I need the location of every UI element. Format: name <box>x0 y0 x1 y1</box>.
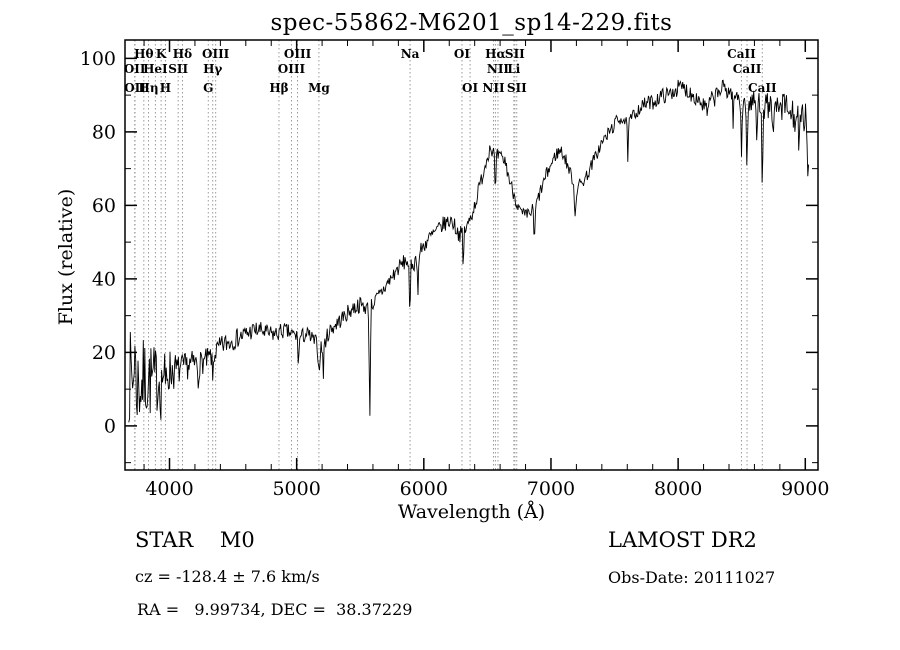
spectrum-line <box>128 79 810 423</box>
y-tick-label: 20 <box>92 342 116 364</box>
x-tick-label: 7000 <box>527 478 575 500</box>
spectral-line-label: SII <box>507 81 527 95</box>
spectral-line-label: SII <box>505 47 525 61</box>
spectral-line-label: OIII <box>278 62 306 76</box>
plot-title: spec-55862-M6201_sp14-229.fits <box>270 10 673 36</box>
spectral-line-label: Hη <box>138 81 158 95</box>
x-tick-label: 8000 <box>654 478 702 500</box>
x-tick-label: 6000 <box>400 478 448 500</box>
spectral-line-label: Mg <box>308 81 330 95</box>
spectral-line-label: OIII <box>202 47 230 61</box>
radial-velocity-text: cz = -128.4 ± 7.6 km/s <box>135 567 320 586</box>
spectral-line-label: CaII <box>748 81 777 95</box>
survey-text: LAMOST DR2 <box>608 528 757 552</box>
spectral-line-label: Hγ <box>203 62 222 76</box>
y-tick-label: 100 <box>80 48 116 70</box>
spectral-line-label: NII <box>487 62 510 76</box>
spectral-line-label: Li <box>507 62 520 76</box>
axes-box <box>124 39 819 471</box>
spectral-line-label: Hα <box>485 47 506 61</box>
spectral-line-label: Hθ <box>134 47 153 61</box>
spectral-line-label: Hβ <box>269 81 288 95</box>
y-tick-label: 0 <box>104 415 116 437</box>
spectral-line-label: NII <box>482 81 505 95</box>
spectral-line-label: K <box>156 47 167 61</box>
spectral-line-label: OII <box>124 81 146 95</box>
spectral-line-label: H <box>160 81 171 95</box>
spectral-line-label: Na <box>401 47 420 61</box>
y-tick-label: 80 <box>92 121 116 143</box>
y-axis-label: Flux (relative) <box>55 188 77 326</box>
spectral-line-label: OI <box>462 81 478 95</box>
spectral-line-label: HeI <box>143 62 168 76</box>
y-tick-label: 60 <box>92 195 116 217</box>
classification-text: STAR M0 <box>135 528 255 552</box>
spectral-line-label: CaII <box>727 47 756 61</box>
spectral-line-label: Hδ <box>173 47 192 61</box>
spectral-line-label: OII <box>124 62 146 76</box>
x-tick-label: 4000 <box>145 478 193 500</box>
x-tick-label: 5000 <box>272 478 320 500</box>
x-axis-label: Wavelength (Å) <box>397 501 546 523</box>
spectral-line-label: G <box>203 81 213 95</box>
obs-date-text: Obs-Date: 20111027 <box>608 568 776 587</box>
spectral-line-label: SII <box>168 62 188 76</box>
spectral-line-label: OIII <box>284 47 312 61</box>
spectral-line-label: CaII <box>733 62 762 76</box>
x-tick-label: 9000 <box>781 478 829 500</box>
spectral-line-label: OI <box>454 47 470 61</box>
y-tick-label: 40 <box>92 268 116 290</box>
ra-dec-text: RA = 9.99734, DEC = 38.37229 <box>137 600 413 619</box>
